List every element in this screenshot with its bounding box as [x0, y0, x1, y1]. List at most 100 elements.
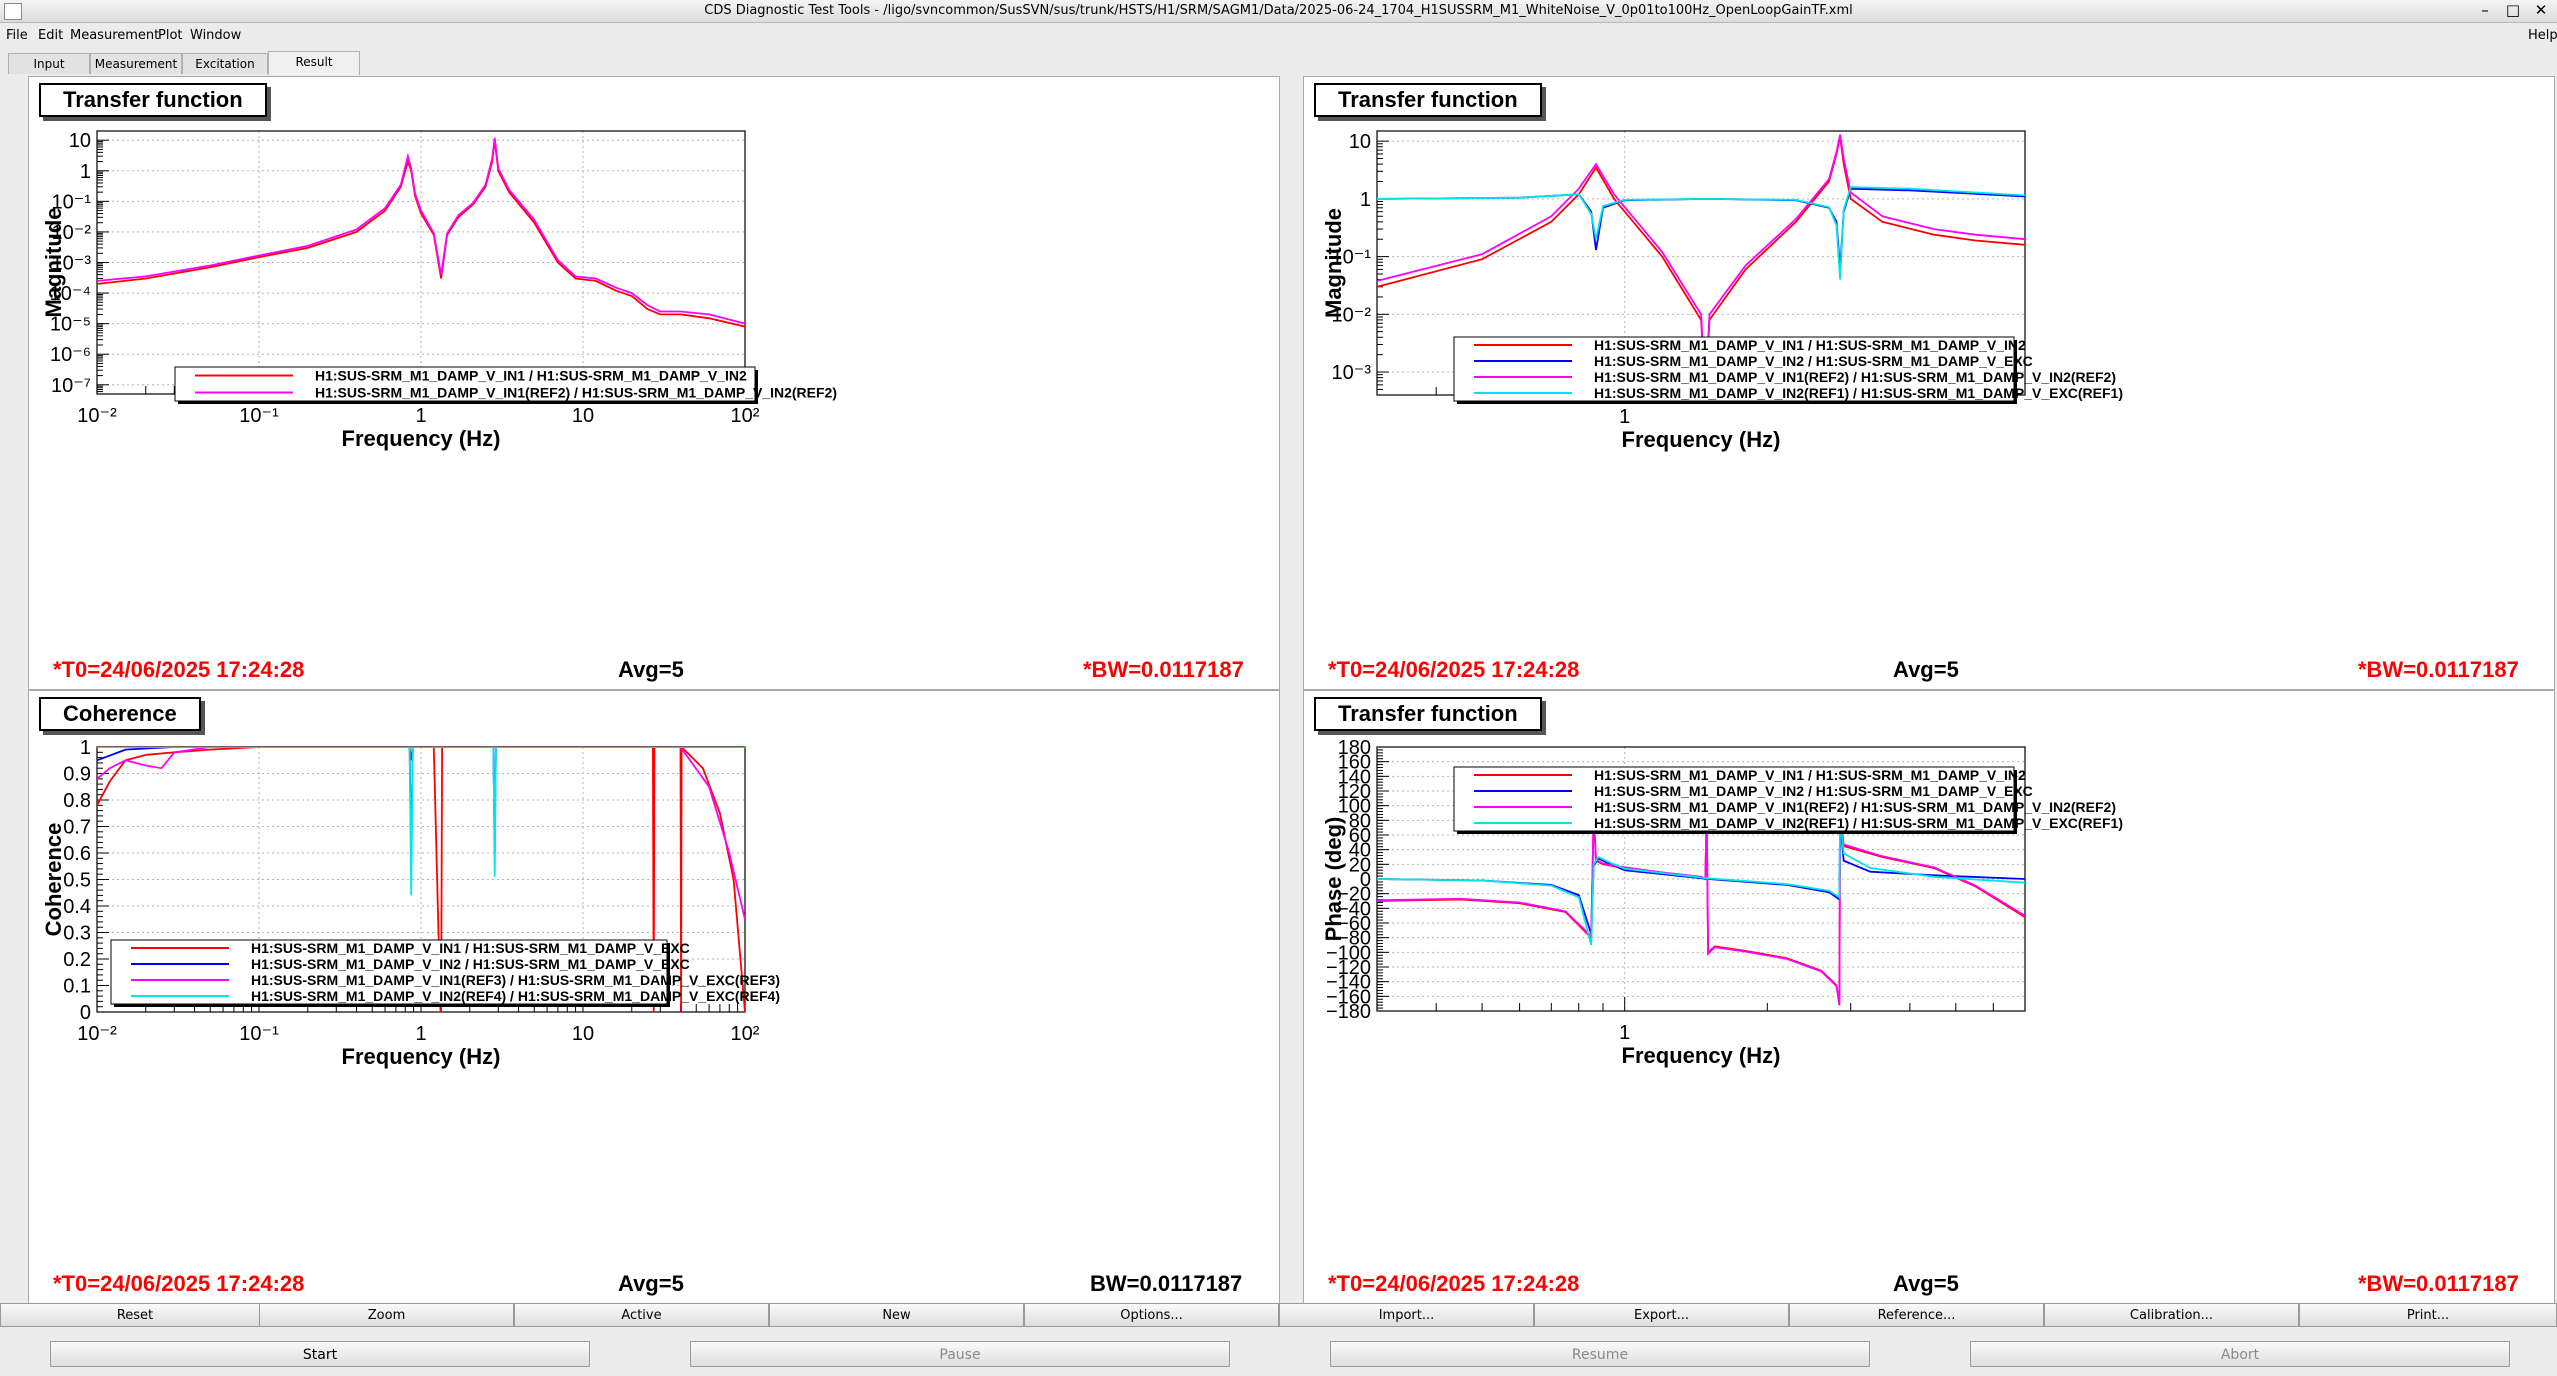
series-line-1 [97, 140, 745, 328]
series-line-4 [1377, 816, 2025, 946]
panel-title: Transfer function [1314, 83, 1542, 117]
panel-title: Coherence [39, 697, 201, 731]
x-tick-label: 1 [415, 1023, 426, 1045]
menu-file[interactable]: File [6, 28, 28, 43]
minimize-icon[interactable]: – [2481, 1, 2489, 19]
series-line-1 [1377, 136, 2025, 395]
y-tick-label: 10⁻⁴ [50, 283, 91, 305]
reference-button[interactable]: Reference... [1789, 1303, 2044, 1327]
calibration-button[interactable]: Calibration... [2044, 1303, 2299, 1327]
export-button[interactable]: Export... [1534, 1303, 1789, 1327]
y-axis-title: Phase (deg) [1321, 817, 1346, 942]
y-tick-label: −40 [1337, 898, 1371, 920]
active-button[interactable]: Active [514, 1303, 769, 1327]
options-button[interactable]: Options... [1024, 1303, 1279, 1327]
series-line-2 [1377, 187, 2025, 270]
menu-measurement[interactable]: Measurement [70, 28, 160, 43]
series-line-1 [1377, 812, 2025, 1006]
x-axis-title: Frequency (Hz) [1622, 427, 1781, 452]
y-tick-label: 10⁻³ [52, 253, 92, 275]
x-tick-label: 10⁻² [77, 1023, 117, 1045]
action-bar: Start Pause Resume Abort [0, 1339, 2557, 1371]
tab-excitation[interactable]: Excitation [182, 53, 268, 74]
reset-button[interactable]: Reset [0, 1303, 270, 1327]
x-tick-label: 10² [731, 405, 760, 427]
abort-button[interactable]: Abort [1970, 1341, 2510, 1367]
phase-plot-svg[interactable]: 1 180160140120100806040200−20−40−60−80−10… [1304, 691, 2554, 1303]
plot-panel-bottom-right[interactable]: Transfer function 1 180 160 140 120 100 80 60 40… [1303, 690, 2555, 1304]
y-tick-label: 1 [80, 737, 91, 759]
tab-input[interactable]: Input [8, 53, 90, 74]
x-tick-label: 1 [1619, 1022, 1630, 1044]
y-tick-label: 40 [1349, 840, 1371, 862]
y-tick-label: 80 [1349, 810, 1371, 832]
series-line-3 [1377, 814, 2025, 1004]
y-tick-label: 10⁻² [52, 222, 92, 244]
series-line-3 [1377, 134, 2025, 395]
tab-measurement[interactable]: Measurement [90, 53, 182, 74]
legend-label: H1:SUS-SRM_M1_DAMP_V_IN1 / H1:SUS-SRM_M1… [1594, 337, 2026, 353]
x-tick-label: 10⁻¹ [239, 405, 279, 427]
y-tick-label: 10⁻³ [1332, 362, 1372, 384]
new-button[interactable]: New [769, 1303, 1024, 1327]
avg-label: Avg=5 [1893, 1271, 1959, 1296]
series-line-4 [1377, 186, 2025, 280]
plot-panel-top-right[interactable]: Transfer function 1 10 1 10⁻¹ 10⁻² 10⁻³ Freque… [1303, 76, 2555, 690]
y-tick-label: −80 [1337, 928, 1371, 950]
menu-help[interactable]: Help [2528, 28, 2557, 43]
menu-plot[interactable]: Plot [158, 28, 183, 43]
magnitude-plot-svg[interactable]: 10⁻² 10⁻¹ 1 10 10² 10 1 10⁻¹ 10⁻² 10⁻³ 10⁻⁴ 10⁻⁵ 10⁻… [29, 77, 1279, 689]
y-tick-label: 0.3 [63, 923, 91, 945]
maximize-icon[interactable]: □ [2505, 1, 2521, 19]
y-axis-title: Coherence [41, 823, 66, 937]
y-tick-label: 10⁻¹ [1332, 247, 1372, 269]
menu-edit[interactable]: Edit [38, 28, 64, 43]
y-tick-label: 0.2 [63, 949, 91, 971]
y-tick-label: 160 [1338, 752, 1371, 774]
legend-label: H1:SUS-SRM_M1_DAMP_V_IN2(REF1) / H1:SUS-… [1594, 815, 2123, 831]
series-group [97, 137, 745, 328]
legend-label: H1:SUS-SRM_M1_DAMP_V_IN1(REF2) / H1:SUS-… [1594, 369, 2116, 385]
plot-panel-bottom-left[interactable]: Coherence 10⁻² 10⁻¹ 1 10 10² 1 0.9 0.8 0.7 0.6 0.5… [28, 690, 1280, 1304]
series-group [97, 747, 745, 1012]
legend-label: H1:SUS-SRM_M1_DAMP_V_IN1(REF2) / H1:SUS-… [315, 385, 837, 401]
import-button[interactable]: Import... [1279, 1303, 1534, 1327]
y-tick-label: 100 [1338, 796, 1371, 818]
y-tick-label: 120 [1338, 781, 1371, 803]
plot-frame-group [96, 130, 746, 395]
print-button[interactable]: Print... [2299, 1303, 2557, 1327]
y-axis-title: Magnitude [1321, 208, 1346, 318]
plot-panel-top-left[interactable]: Transfer function 10⁻² 10⁻¹ 1 10 10² 10 1 10⁻¹ 1… [28, 76, 1280, 690]
t0-label: *T0=24/06/2025 17:24:28 [1328, 657, 1580, 682]
y-tick-label: 1 [1360, 189, 1371, 211]
legend-box: H1:SUS-SRM_M1_DAMP_V_IN1 / H1:SUS-SRM_M1… [174, 366, 837, 404]
y-tick-label: 0 [80, 1002, 91, 1024]
x-tick-label: 10⁻¹ [239, 1023, 279, 1045]
x-tick-label: 10² [731, 1023, 760, 1045]
zoom-button[interactable]: Zoom [259, 1303, 514, 1327]
t0-label: *T0=24/06/2025 17:24:28 [53, 1271, 305, 1296]
legend-label: H1:SUS-SRM_M1_DAMP_V_IN2 / H1:SUS-SRM_M1… [251, 956, 690, 972]
y-tick-label: −60 [1337, 913, 1371, 935]
menu-bar: File Edit Measurement Plot Window Help [0, 23, 2557, 49]
pause-button[interactable]: Pause [690, 1341, 1230, 1367]
window-title: CDS Diagnostic Test Tools - /ligo/svncom… [704, 3, 1853, 18]
y-tick-label: −100 [1326, 942, 1371, 964]
y-tick-label: 0.5 [63, 870, 91, 892]
start-button[interactable]: Start [50, 1341, 590, 1367]
y-tick-label: −140 [1326, 972, 1371, 994]
y-tick-label: 0.8 [63, 790, 91, 812]
magnitude-plot-svg[interactable]: 1 10 1 10⁻¹ 10⁻² 10⁻³ Frequency (Hz) Magnitude H… [1304, 77, 2554, 689]
x-tick-label: 1 [1619, 406, 1630, 428]
avg-label: Avg=5 [618, 657, 684, 682]
close-icon[interactable]: ✕ [2534, 1, 2548, 19]
tab-result[interactable]: Result [268, 51, 360, 75]
y-tick-label: −20 [1337, 884, 1371, 906]
coherence-plot-svg[interactable]: 10⁻² 10⁻¹ 1 10 10² 1 0.9 0.8 0.7 0.6 0.5 0.4 0.3 0.2 0… [29, 691, 1279, 1303]
legend-label: H1:SUS-SRM_M1_DAMP_V_IN2(REF1) / H1:SUS-… [1594, 385, 2123, 401]
menu-window[interactable]: Window [190, 28, 242, 43]
y-tick-label: 60 [1349, 825, 1371, 847]
avg-label: Avg=5 [1893, 657, 1959, 682]
panel-title: Transfer function [39, 83, 267, 117]
resume-button[interactable]: Resume [1330, 1341, 1870, 1367]
